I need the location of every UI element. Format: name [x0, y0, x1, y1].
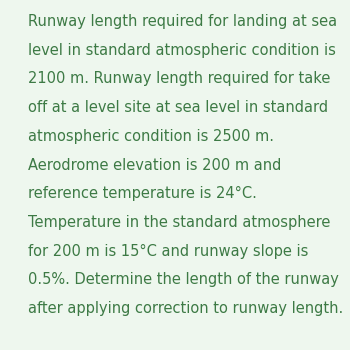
Text: reference temperature is 24°C.: reference temperature is 24°C. [28, 186, 257, 201]
Text: 2100 m. Runway length required for take: 2100 m. Runway length required for take [28, 71, 330, 86]
Text: Runway length required for landing at sea: Runway length required for landing at se… [28, 14, 337, 29]
Text: 0.5%. Determine the length of the runway: 0.5%. Determine the length of the runway [28, 272, 339, 287]
Text: Temperature in the standard atmosphere: Temperature in the standard atmosphere [28, 215, 330, 230]
Text: atmospheric condition is 2500 m.: atmospheric condition is 2500 m. [28, 129, 274, 144]
Text: off at a level site at sea level in standard: off at a level site at sea level in stan… [28, 100, 328, 115]
Text: for 200 m is 15°C and runway slope is: for 200 m is 15°C and runway slope is [28, 244, 308, 259]
Text: Aerodrome elevation is 200 m and: Aerodrome elevation is 200 m and [28, 158, 281, 173]
Text: after applying correction to runway length.: after applying correction to runway leng… [28, 301, 343, 316]
Text: level in standard atmospheric condition is: level in standard atmospheric condition … [28, 43, 336, 58]
